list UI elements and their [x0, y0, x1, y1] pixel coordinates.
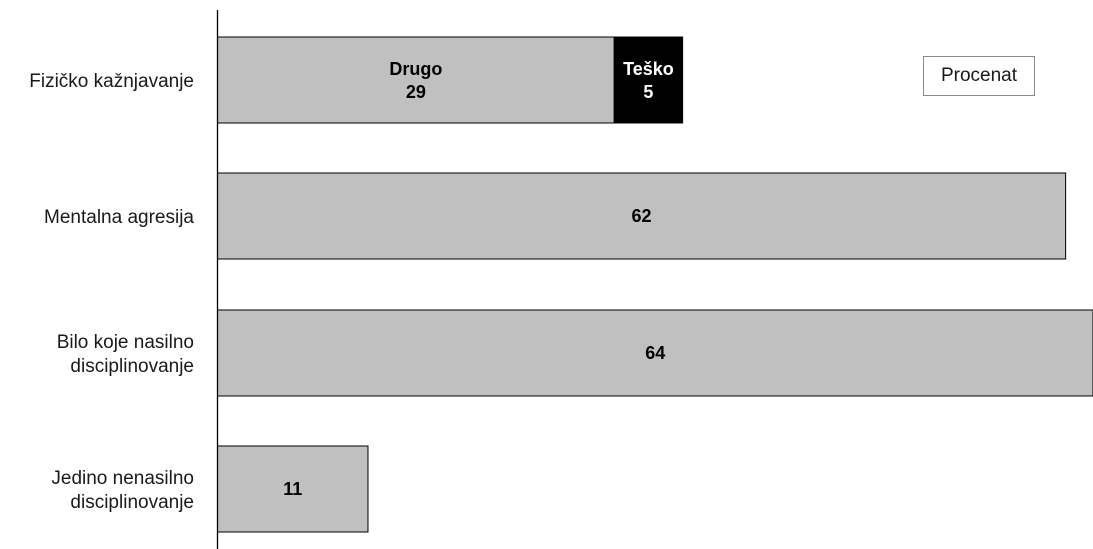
bar-2-segment-1	[217, 172, 1067, 260]
bar-1-segment-2-value-label: 5	[643, 82, 653, 102]
bar-4-value-label: 11	[283, 479, 302, 499]
category-label-2-line-1: Mentalna agresija	[44, 207, 194, 228]
bar-1-segment-2-name-label: Teško	[623, 59, 674, 79]
bars-layer: Drugo 29 Teško 5 62 64 11	[217, 36, 1093, 533]
legend-label: Procenat	[940, 65, 1018, 86]
category-label-3-line-1: Bilo koje nasilno	[57, 332, 194, 353]
bar-1-segment-1-value-label: 29	[406, 82, 426, 102]
category-label-4-line-2: disciplinovanje	[70, 492, 194, 513]
category-label-2: Mentalna agresija	[44, 207, 194, 228]
bar-1-segment-1-name-label: Drugo	[389, 59, 442, 79]
category-label-3: Bilo koje nasilno disciplinovanje	[57, 332, 194, 377]
category-labels: Fizičko kažnjavanje Mentalna agresija Bilo…	[29, 71, 194, 513]
category-label-4: Jedino nenasilno disciplinovanje	[51, 468, 194, 513]
bar-1-segment-1	[217, 36, 615, 124]
bar-1-segment-2	[613, 36, 684, 124]
category-label-4-line-1: Jedino nenasilno	[51, 468, 194, 489]
bar-3-value-label: 64	[645, 343, 665, 363]
bar-2-value-label: 62	[632, 206, 652, 226]
category-label-3-line-2: disciplinovanje	[70, 356, 194, 377]
category-label-1: Fizičko kažnjavanje	[29, 71, 194, 92]
bar-3-segment-1	[217, 309, 1093, 397]
category-label-1-line-1: Fizičko kažnjavanje	[29, 71, 194, 92]
legend: Procenat	[923, 56, 1035, 96]
